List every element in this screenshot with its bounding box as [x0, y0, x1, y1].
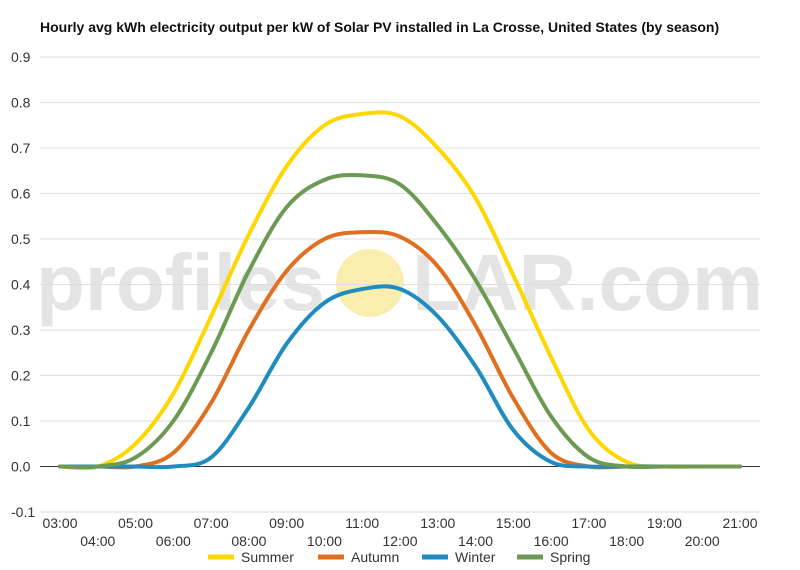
- grid: [40, 56, 760, 513]
- y-tick-label: 0.8: [11, 95, 31, 111]
- legend-label-autumn: Autumn: [351, 549, 399, 565]
- x-tick-label: 17:00: [571, 515, 606, 531]
- legend-label-summer: Summer: [241, 549, 294, 565]
- x-tick-label: 10:00: [307, 533, 342, 549]
- y-tick-label: 0.0: [11, 459, 31, 475]
- x-tick-label: 13:00: [420, 515, 455, 531]
- chart-title: Hourly avg kWh electricity output per kW…: [40, 19, 720, 35]
- x-tick-label: 21:00: [722, 515, 757, 531]
- x-tick-label: 18:00: [609, 533, 644, 549]
- x-tick-label: 05:00: [118, 515, 153, 531]
- x-tick-label: 14:00: [458, 533, 493, 549]
- x-tick-label: 04:00: [80, 533, 115, 549]
- series-lines: [58, 110, 742, 471]
- x-tick-label: 06:00: [156, 533, 191, 549]
- y-axis: -0.1 0.0 0.1 0.2 0.3 0.4 0.5 0.6 0.7 0.8 0.9: [11, 49, 35, 520]
- watermark-text-left: profiles: [36, 238, 325, 327]
- legend-label-winter: Winter: [455, 549, 496, 565]
- x-tick-label: 08:00: [231, 533, 266, 549]
- y-tick-label: 0.7: [11, 140, 31, 156]
- y-tick-label: 0.4: [11, 277, 31, 293]
- y-tick-label: 0.9: [11, 49, 31, 65]
- x-tick-label: 12:00: [382, 533, 417, 549]
- watermark-sun-icon: [336, 249, 404, 317]
- x-tick-label: 07:00: [194, 515, 229, 531]
- x-tick-label: 11:00: [345, 515, 379, 531]
- legend: Summer Autumn Winter Spring: [208, 549, 590, 565]
- series-line-spring: [58, 172, 742, 470]
- y-tick-label: 0.5: [11, 231, 31, 247]
- x-tick-label: 15:00: [496, 515, 531, 531]
- legend-label-spring: Spring: [550, 549, 590, 565]
- watermark-text-right: LAR.com: [412, 238, 763, 327]
- x-tick-label: 20:00: [685, 533, 720, 549]
- x-tick-label: 19:00: [647, 515, 682, 531]
- watermark: profiles LAR.com: [36, 238, 763, 327]
- y-tick-label: 0.6: [11, 186, 31, 202]
- y-tick-label: 0.1: [11, 413, 31, 429]
- y-tick-label: -0.1: [11, 504, 35, 520]
- x-axis: 03:0004:0005:0006:0007:0008:0009:0010:00…: [42, 515, 757, 549]
- y-tick-label: 0.2: [11, 368, 31, 384]
- x-tick-label: 03:00: [42, 515, 77, 531]
- y-tick-label: 0.3: [11, 322, 31, 338]
- series-line-summer: [58, 110, 742, 471]
- x-tick-label: 09:00: [269, 515, 304, 531]
- x-tick-label: 16:00: [534, 533, 569, 549]
